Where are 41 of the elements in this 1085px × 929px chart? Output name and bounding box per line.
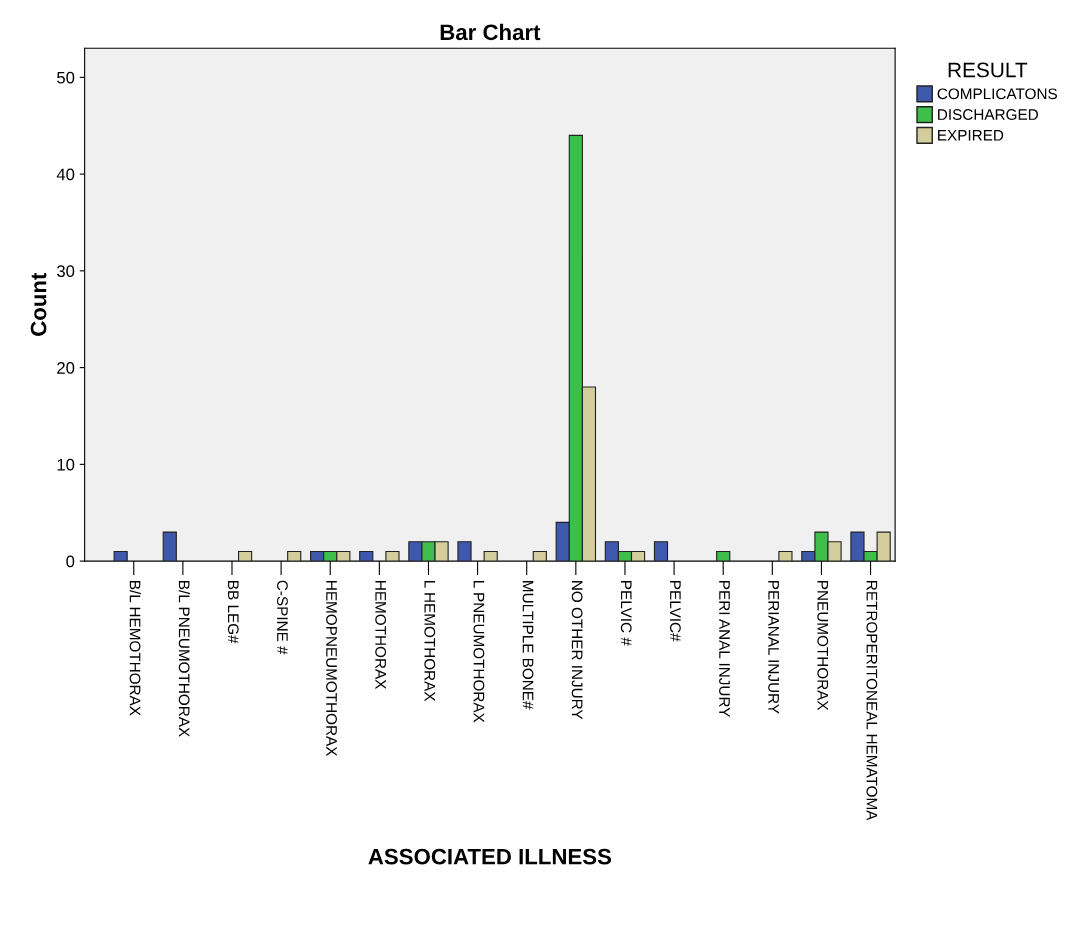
x-tick-label: PERI ANAL INJURY xyxy=(719,581,730,718)
x-tick-label: B/L HEMOTHORAX xyxy=(129,581,141,716)
bar xyxy=(778,550,793,562)
x-tick-label: MULTIPLE BONE# xyxy=(522,581,534,710)
y-tick-label: 10 xyxy=(57,458,75,471)
x-axis-title: ASSOCIATED ILLNESS xyxy=(368,848,612,865)
y-tick-label: 0 xyxy=(66,555,75,568)
bar xyxy=(113,550,128,562)
bar xyxy=(653,541,669,562)
x-tick-label: L PNEUMOTHORAX xyxy=(473,581,485,723)
bar xyxy=(532,550,547,562)
legend-title: RESULT xyxy=(948,62,1028,78)
x-tick-label: PELVIC # xyxy=(620,581,632,646)
x-tick-label: HEMOPNEUMOTHORAX xyxy=(326,581,337,757)
bar xyxy=(483,550,498,562)
x-tick-label: PELVIC# xyxy=(669,581,681,642)
y-tick-label: 20 xyxy=(57,362,75,374)
x-tick-label: NO OTHER INJURY xyxy=(571,581,583,720)
x-tick-label: L HEMOTHORAX xyxy=(424,581,436,702)
y-axis-title: Count xyxy=(30,272,47,336)
bar xyxy=(457,541,472,562)
y-tick-label: 30 xyxy=(57,265,75,278)
bar xyxy=(237,550,253,562)
x-tick-label: RETROPERITONEAL HEMATOMA xyxy=(866,581,878,821)
legend-label: COMPLICATONS xyxy=(937,88,1057,100)
bar xyxy=(716,550,731,562)
x-tick-label: BB LEG# xyxy=(227,581,239,644)
bar xyxy=(162,531,177,562)
x-tick-label: HEMOTHORAX xyxy=(375,581,387,690)
chart-title: Bar Chart xyxy=(440,23,541,41)
x-tick-label: PERIANAL INJURY xyxy=(768,581,779,714)
x-tick-label: B/L PNEUMOTHORAX xyxy=(178,581,190,737)
bar xyxy=(359,550,374,562)
x-tick-label: C-SPINE # xyxy=(277,580,288,655)
bar xyxy=(287,550,302,562)
bar xyxy=(385,550,400,562)
legend-label: DISCHARGED xyxy=(938,109,1038,120)
y-tick-label: 40 xyxy=(56,168,75,181)
y-tick-label: 50 xyxy=(57,71,75,84)
x-tick-label: PNEUMOTHORAX xyxy=(817,581,829,711)
legend-label: EXPIRED xyxy=(938,130,1004,141)
